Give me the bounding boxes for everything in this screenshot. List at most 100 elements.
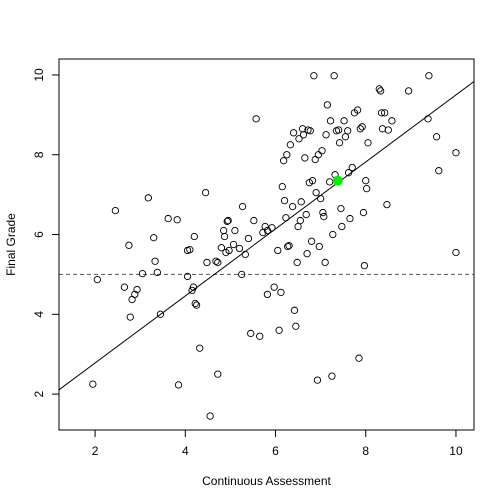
data-point: [322, 131, 330, 139]
data-point: [388, 117, 396, 125]
plot-frame: [58, 58, 475, 431]
data-point: [133, 285, 141, 294]
y-tick-label: 2: [32, 390, 46, 397]
data-point: [174, 381, 183, 389]
data-point: [201, 188, 210, 197]
data-point: [289, 202, 297, 211]
data-point: [214, 370, 222, 378]
data-point: [224, 216, 232, 225]
x-tick-label: 2: [92, 444, 99, 458]
data-point: [196, 344, 204, 352]
data-point: [306, 127, 314, 135]
data-point: [308, 177, 317, 185]
data-point: [212, 257, 220, 265]
data-point: [378, 125, 387, 133]
data-point: [285, 242, 293, 250]
data-point: [275, 326, 283, 334]
x-axis-title: Continuous Assessment: [202, 474, 331, 488]
y-tick-label: 6: [32, 231, 46, 238]
data-point: [452, 248, 460, 257]
data-point: [186, 246, 194, 254]
data-point: [435, 167, 443, 175]
data-point: [173, 216, 181, 224]
data-point: [250, 216, 258, 225]
data-point: [359, 208, 368, 217]
highlight-point: [332, 175, 343, 186]
data-point: [277, 288, 285, 297]
data-point: [346, 214, 354, 223]
data-point: [263, 290, 272, 299]
data-point: [188, 286, 196, 295]
data-point: [151, 257, 159, 265]
data-point: [282, 214, 290, 222]
data-point: [323, 101, 332, 109]
data-point: [256, 332, 264, 340]
data-point: [219, 226, 228, 235]
data-point: [153, 268, 161, 277]
data-point: [303, 250, 311, 258]
data-point: [284, 242, 292, 251]
data-point: [296, 216, 304, 225]
data-point: [235, 244, 244, 253]
data-point: [404, 87, 413, 95]
data-point: [274, 246, 282, 255]
data-point: [290, 306, 299, 314]
x-tick-label: 8: [362, 444, 369, 458]
data-point: [335, 139, 344, 147]
data-point: [297, 198, 305, 206]
data-point: [318, 147, 326, 155]
data-point: [238, 270, 246, 279]
data-point: [150, 234, 158, 242]
data-point: [424, 115, 432, 123]
data-point: [315, 242, 323, 251]
data-point: [244, 234, 253, 243]
data-point: [299, 131, 308, 139]
data-point: [329, 230, 337, 239]
data-point: [292, 322, 300, 330]
y-axis-title: Final Grade: [4, 213, 18, 276]
data-point: [295, 135, 303, 143]
data-point: [189, 283, 198, 291]
data-point: [278, 183, 286, 191]
data-point: [138, 269, 147, 278]
data-point: [425, 72, 433, 80]
data-point: [126, 313, 134, 321]
data-point: [286, 141, 295, 149]
data-point: [362, 185, 371, 193]
data-point: [362, 177, 370, 185]
plot-area: [59, 72, 474, 420]
data-point: [383, 200, 391, 209]
data-point: [432, 133, 441, 141]
data-point: [337, 204, 345, 213]
data-point: [89, 380, 97, 388]
data-point: [358, 123, 366, 131]
data-point: [164, 214, 172, 223]
data-point: [192, 301, 201, 309]
data-point: [381, 109, 389, 117]
data-point: [238, 202, 247, 211]
data-point: [261, 222, 269, 231]
data-point: [452, 149, 460, 157]
data-point: [191, 299, 199, 308]
data-point: [125, 241, 133, 249]
data-point: [376, 87, 385, 95]
data-point: [313, 376, 322, 384]
data-point: [252, 115, 260, 123]
data-point: [340, 117, 348, 125]
data-point: [344, 127, 352, 135]
data-point: [311, 155, 319, 164]
data-point: [314, 151, 323, 159]
data-point: [241, 250, 249, 259]
y-tick-label: 4: [32, 311, 46, 318]
data-point: [320, 212, 328, 221]
x-tick-label: 4: [182, 444, 189, 458]
x-axis: 2 4 6 8 10: [92, 429, 463, 458]
data-point: [321, 258, 329, 267]
data-point: [270, 283, 278, 291]
data-point: [360, 261, 369, 270]
data-point: [375, 85, 383, 93]
data-point: [307, 237, 316, 245]
data-point: [247, 329, 255, 338]
x-tick-label: 6: [272, 444, 279, 458]
